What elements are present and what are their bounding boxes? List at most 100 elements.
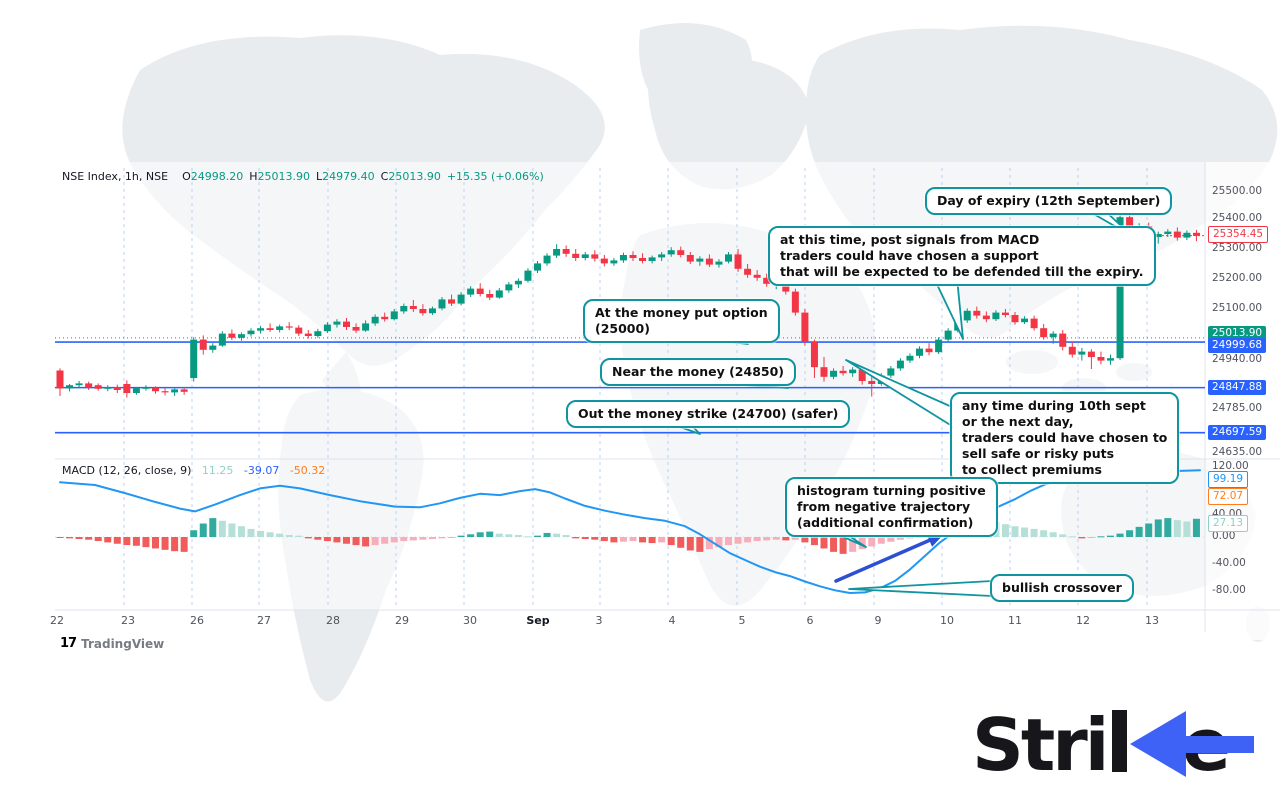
- candle-body: [916, 348, 923, 356]
- macd-histogram-bar: [1164, 518, 1172, 537]
- macd-histogram-bar: [467, 534, 475, 537]
- macd-histogram-bar: [1021, 527, 1029, 537]
- macd-histogram-bar: [591, 537, 599, 540]
- macd-histogram-bar: [543, 532, 551, 537]
- candle-body: [1049, 333, 1057, 338]
- candle-body: [1068, 346, 1076, 355]
- symbol-title[interactable]: NSE Index, 1h, NSE: [62, 170, 169, 183]
- macd-histogram-bar: [390, 537, 398, 543]
- macd-histogram-bar: [877, 537, 885, 544]
- macd-histogram-bar: [1049, 532, 1057, 537]
- macd-histogram-bar: [228, 523, 236, 537]
- candle-body: [562, 249, 570, 254]
- candle-body: [629, 255, 637, 258]
- macd-histogram-bar: [1107, 535, 1114, 537]
- candle-body: [1097, 357, 1105, 361]
- macd-histogram-bar: [1078, 537, 1086, 539]
- candle-body: [190, 339, 198, 378]
- callout-at-the-money[interactable]: At the money put option (25000): [583, 299, 780, 343]
- macd-histogram-bar: [314, 537, 322, 540]
- macd-indicator-label[interactable]: MACD (12, 26, close, 9) 11.25 -39.07 -50…: [62, 464, 325, 477]
- callout-histogram-positive[interactable]: histogram turning positive from negative…: [785, 477, 998, 537]
- macd-histogram-bar: [123, 537, 131, 546]
- macd-histogram-bar: [66, 537, 74, 539]
- macd-histogram-bar: [190, 530, 198, 537]
- candle-body: [963, 310, 971, 321]
- trend-arrow-shaft[interactable]: [834, 538, 932, 583]
- candle-body: [600, 258, 608, 264]
- candle-body: [371, 316, 379, 324]
- macd-histogram-bar: [839, 537, 847, 554]
- candle-body: [94, 385, 102, 389]
- macd-histogram-bar: [629, 537, 637, 542]
- callout-near-the-money[interactable]: Near the money (24850): [600, 358, 796, 386]
- tradingview-attribution[interactable]: 17 TradingView: [60, 636, 164, 651]
- symbol-info-bar[interactable]: NSE Index, 1h, NSE O24998.20 H25013.90 L249…: [62, 170, 544, 183]
- candle-body: [534, 263, 541, 271]
- callout-day-of-expiry[interactable]: Day of expiry (12th September): [925, 187, 1173, 215]
- macd-histogram-bar: [304, 537, 312, 539]
- macd-histogram-bar: [476, 532, 484, 537]
- macd-histogram-bar: [1173, 520, 1181, 537]
- macd-histogram-bar: [791, 537, 799, 540]
- macd-histogram-bar: [562, 534, 570, 537]
- candle-body: [142, 387, 150, 389]
- trend-arrow-head[interactable]: [926, 534, 945, 547]
- macd-histogram-bar: [428, 537, 436, 540]
- candle-body: [524, 270, 532, 281]
- candle-body: [868, 381, 876, 384]
- macd-histogram-bar: [600, 537, 608, 542]
- macd-histogram-bar: [667, 537, 675, 546]
- macd-histogram-bar: [285, 534, 293, 537]
- callout-anytime-10th-sept[interactable]: any time during 10th sept or the next da…: [950, 392, 1180, 484]
- candle-body: [648, 257, 656, 261]
- macd-title[interactable]: MACD (12, 26, close, 9): [62, 464, 192, 477]
- candle-body: [323, 324, 331, 332]
- macd-histogram-bar: [381, 537, 389, 544]
- low-value: 24979.40: [322, 170, 375, 183]
- candle-body: [390, 311, 398, 320]
- candle-body: [476, 288, 484, 294]
- candle-body: [1154, 234, 1162, 237]
- candle-body: [839, 370, 847, 374]
- macd-histogram-bar: [343, 537, 350, 544]
- candle-body: [1087, 351, 1095, 357]
- candle-body: [591, 254, 599, 259]
- candle-body: [858, 369, 866, 381]
- macd-histogram-bar: [868, 537, 876, 547]
- macd-histogram-bar: [677, 537, 685, 548]
- macd-histogram-bar: [1126, 530, 1134, 537]
- macd-histogram-bar: [572, 537, 580, 539]
- callout-at-this-time[interactable]: at this time, post signals from MACD tra…: [768, 226, 1156, 286]
- candle-body: [1059, 333, 1067, 347]
- candle-body: [906, 355, 914, 361]
- candle-body: [744, 268, 752, 275]
- candle-body: [1001, 312, 1009, 315]
- candle-body: [438, 299, 446, 309]
- macd-histogram-bar: [333, 537, 341, 543]
- macd-histogram-bar: [94, 537, 102, 542]
- candle-body: [381, 316, 389, 320]
- candle-body: [677, 250, 685, 255]
- candle-body: [123, 384, 131, 393]
- callout-out-the-money[interactable]: Out the money strike (24700) (safer): [566, 400, 851, 428]
- macd-signal-value: -50.32: [289, 464, 326, 477]
- callout-bullish-crossover[interactable]: bullish crossover: [990, 574, 1134, 602]
- candle-body: [419, 309, 427, 314]
- macd-histogram-bar: [180, 537, 188, 552]
- candle-body: [333, 321, 341, 325]
- macd-histogram-bar: [362, 537, 370, 547]
- macd-histogram-bar: [715, 537, 723, 548]
- macd-histogram-bar: [887, 537, 895, 542]
- candle-body: [352, 327, 360, 331]
- macd-histogram-bar: [113, 537, 121, 544]
- candle-body: [180, 389, 188, 392]
- macd-histogram-bar: [486, 531, 494, 537]
- macd-histogram-bar: [619, 537, 627, 542]
- candle-body: [457, 294, 465, 304]
- macd-histogram-bar: [820, 537, 828, 549]
- candle-body: [428, 308, 436, 314]
- macd-histogram-bar: [266, 532, 274, 537]
- candle-body: [658, 254, 666, 258]
